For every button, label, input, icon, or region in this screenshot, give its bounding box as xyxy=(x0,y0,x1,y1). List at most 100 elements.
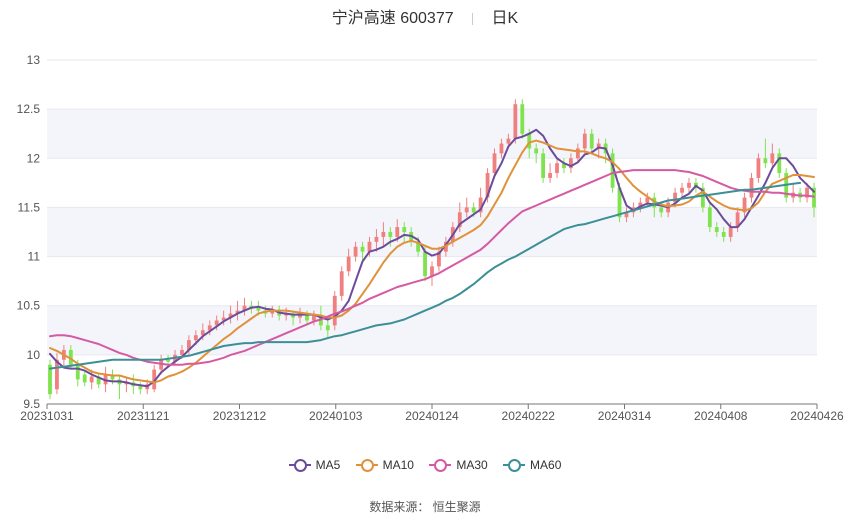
candle-body xyxy=(471,207,476,213)
candle-body xyxy=(485,173,490,198)
chart-title: 宁沪高速 600377 xyxy=(331,10,454,27)
candle-body xyxy=(353,246,358,257)
legend-item-ma60[interactable]: MA60 xyxy=(503,458,561,472)
legend-swatch-ma30 xyxy=(429,459,452,472)
candle-body xyxy=(742,197,747,213)
line-ma5 xyxy=(49,128,815,388)
y-tick-label: 10.5 xyxy=(17,299,41,313)
candlestick xyxy=(707,202,712,232)
candle-body xyxy=(68,349,73,365)
candle-body xyxy=(687,182,691,188)
candlestick xyxy=(763,138,768,169)
title-separator xyxy=(472,12,474,25)
candlestick xyxy=(520,99,525,139)
candle-body xyxy=(700,187,705,208)
candle-body xyxy=(346,256,351,272)
candle-body xyxy=(714,227,719,232)
candle-body xyxy=(416,241,421,252)
candlestick xyxy=(513,99,518,144)
candlestick xyxy=(388,227,393,247)
y-tick-label: 9.5 xyxy=(23,397,40,411)
x-tick-label: 20240222 xyxy=(502,409,556,423)
legend-item-ma30[interactable]: MA30 xyxy=(429,458,488,472)
line-ma30 xyxy=(49,169,815,366)
candle-body xyxy=(75,364,80,380)
candlestick xyxy=(48,359,52,400)
legend-item-ma5[interactable]: MA5 xyxy=(288,458,340,472)
candlestick xyxy=(242,297,247,316)
candle-body xyxy=(110,374,115,380)
line-ma60 xyxy=(49,181,802,370)
candle-body xyxy=(207,325,212,331)
candle-body xyxy=(527,133,532,149)
candle-body xyxy=(187,340,191,350)
candle-body xyxy=(388,232,393,237)
candlestick xyxy=(770,143,775,169)
candle-body xyxy=(96,376,101,385)
candle-body xyxy=(569,158,573,169)
y-tick-label: 11.5 xyxy=(18,200,41,214)
candlestick xyxy=(478,187,483,218)
candle-body xyxy=(360,246,365,252)
candlestick xyxy=(402,222,407,242)
candle-body xyxy=(242,305,247,311)
candle-body xyxy=(82,374,87,383)
x-tick-label: 20240314 xyxy=(598,409,652,423)
y-tick-label: 12 xyxy=(27,151,41,165)
grid-bands xyxy=(47,109,817,355)
candle-body xyxy=(506,138,511,144)
candlestick xyxy=(332,290,337,331)
candle-body xyxy=(555,163,559,174)
candlestick xyxy=(152,364,157,393)
candle-body xyxy=(166,359,170,362)
candle-body xyxy=(596,143,601,149)
candle-body xyxy=(492,153,497,174)
candlestick xyxy=(680,182,684,198)
candle-body xyxy=(430,266,434,277)
candlestick xyxy=(645,192,650,208)
candlestick xyxy=(534,143,539,164)
candlestick xyxy=(312,310,316,326)
candlestick xyxy=(777,148,782,178)
candlestick xyxy=(187,335,191,355)
x-tick-label: 20240426 xyxy=(790,409,844,423)
candlestick xyxy=(555,158,559,178)
legend-label-ma10: MA10 xyxy=(382,458,414,472)
candlestick xyxy=(687,177,691,193)
candle-body xyxy=(193,335,198,341)
data-source: 数据来源： 恒生聚源 xyxy=(369,500,481,514)
candle-body xyxy=(499,143,504,154)
candle-body xyxy=(270,310,275,314)
candlestick xyxy=(430,261,434,287)
legend: MA5 MA10 MA30 MA60 xyxy=(0,458,850,474)
candle-body xyxy=(513,104,518,139)
candle-body xyxy=(180,349,184,355)
candle-body xyxy=(673,192,677,203)
x-tick-label: 20231031 xyxy=(20,409,74,423)
period-label: 日K xyxy=(491,10,519,27)
y-axis: 9.5 10 10.5 11 11.5 12 12.5 13 xyxy=(17,53,41,411)
candle-body xyxy=(541,153,546,178)
candlestick xyxy=(89,369,94,390)
candle-body xyxy=(610,153,615,188)
candlestick xyxy=(55,352,59,395)
candle-body xyxy=(770,153,775,164)
candle-body xyxy=(721,232,726,237)
candle-body xyxy=(707,207,712,228)
candlestick xyxy=(721,227,726,242)
candlestick xyxy=(214,315,219,331)
x-tick-label: 20240408 xyxy=(694,409,748,423)
candle-body xyxy=(464,207,469,213)
candle-body xyxy=(402,227,407,232)
candlestick xyxy=(353,241,358,262)
candle-body xyxy=(423,251,427,277)
candlestick xyxy=(381,222,386,247)
candle-body xyxy=(617,187,622,218)
candlestick xyxy=(749,173,754,203)
candle-body xyxy=(381,232,386,237)
candle-body xyxy=(645,197,650,203)
candle-body xyxy=(582,133,587,149)
candlestick xyxy=(582,128,587,154)
x-tick-label: 20240124 xyxy=(405,409,459,423)
legend-item-ma10[interactable]: MA10 xyxy=(355,458,414,472)
